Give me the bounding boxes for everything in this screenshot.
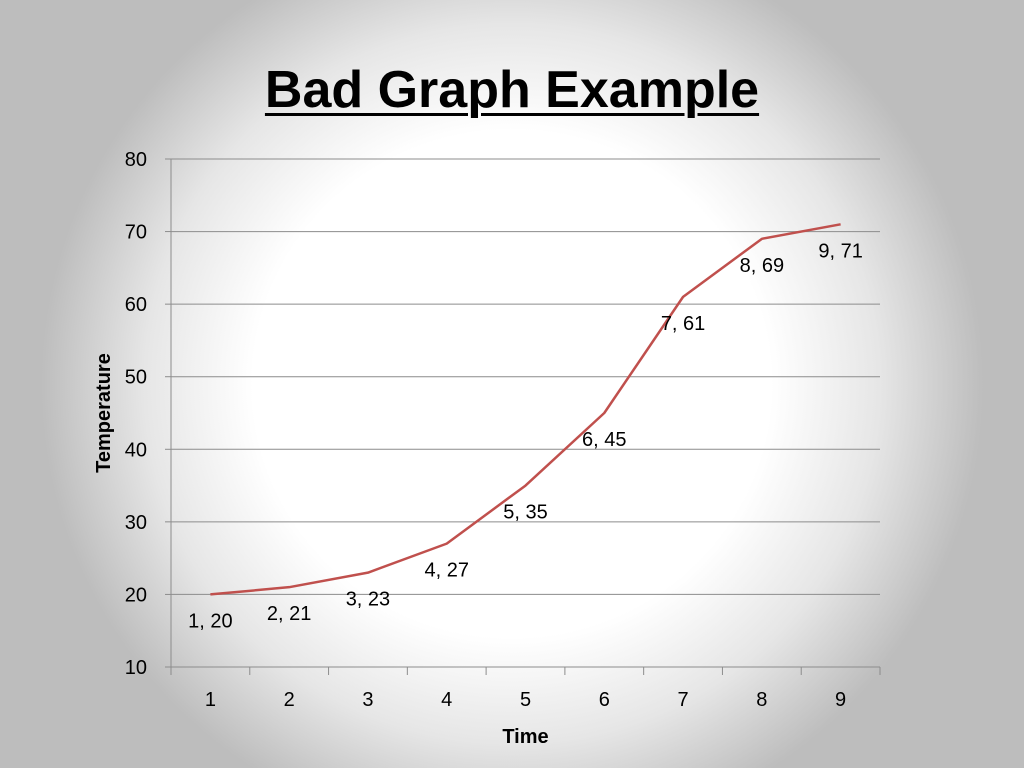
data-label: 4, 27 — [424, 560, 468, 582]
y-tick-label: 40 — [125, 439, 147, 461]
data-label: 5, 35 — [503, 502, 547, 524]
data-label: 2, 21 — [267, 603, 311, 625]
x-tick-label: 9 — [835, 689, 846, 711]
x-tick-label: 1 — [205, 689, 216, 711]
y-tick-labels: 10 20 30 40 50 60 70 80 — [125, 149, 147, 679]
x-tick-label: 2 — [284, 689, 295, 711]
x-axis-title: Time — [502, 726, 548, 748]
y-tick-label: 50 — [125, 367, 147, 389]
x-tick-label: 7 — [677, 689, 688, 711]
x-tick-label: 6 — [599, 689, 610, 711]
y-tick-label: 70 — [125, 222, 147, 244]
y-tick-label: 80 — [125, 149, 147, 171]
data-label: 1, 20 — [188, 610, 232, 632]
y-tick-label: 10 — [125, 657, 147, 679]
data-label: 8, 69 — [740, 255, 784, 277]
data-label: 9, 71 — [818, 240, 862, 262]
x-tick-labels: 1 2 3 4 5 6 7 8 9 — [205, 689, 846, 711]
y-tick-label: 30 — [125, 512, 147, 534]
data-label: 7, 61 — [661, 313, 705, 335]
x-tick-label: 5 — [520, 689, 531, 711]
y-tick-label: 20 — [125, 584, 147, 606]
data-label: 3, 23 — [346, 589, 390, 611]
y-tick-label: 60 — [125, 294, 147, 316]
series-line — [210, 223, 841, 596]
data-label: 6, 45 — [582, 429, 626, 451]
slide-title-text: Bad Graph Example — [264, 61, 760, 119]
x-tick-label: 3 — [362, 689, 373, 711]
x-tick-label: 8 — [756, 689, 767, 711]
axes — [165, 158, 881, 675]
y-axis-title: Temperature — [93, 353, 115, 473]
gridlines — [171, 158, 880, 595]
x-tick-label: 4 — [441, 689, 452, 711]
slide-title: Bad Graph Example — [0, 61, 1024, 119]
series-line-0 — [210, 223, 841, 596]
data-labels: 1, 20 2, 21 3, 23 4, 27 5, 35 6, 45 7, 61 8, 69… — [188, 240, 863, 632]
